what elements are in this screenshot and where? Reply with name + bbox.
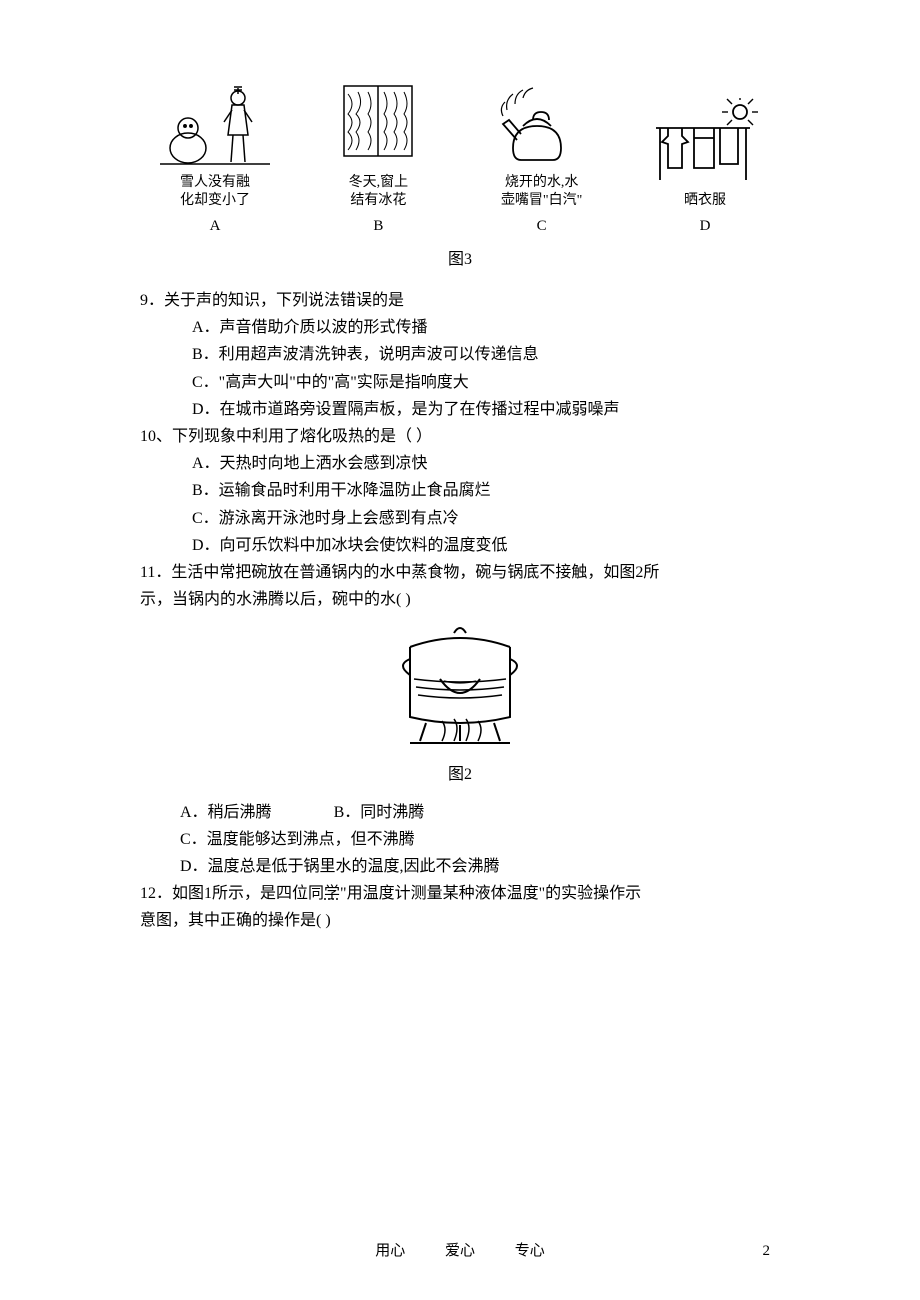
- footer-center: 用心 爱心 专心: [0, 1239, 920, 1260]
- q11-opt-b: B．同时沸腾: [334, 799, 425, 826]
- figure3-caption-a-l2: 化却变小了: [180, 193, 250, 208]
- figure3-caption-d: 晒衣服: [640, 192, 770, 210]
- q9-stem: 9．关于声的知识，下列说法错误的是: [140, 287, 780, 314]
- drying-clothes-icon: [650, 98, 760, 188]
- q12-stem-a-pre: 12．如图1所示，是四位同: [140, 885, 324, 902]
- figure3-label: 图3: [140, 246, 780, 273]
- q11-opt-a: A．稍后沸腾: [180, 799, 272, 826]
- figure3-letter-b: B: [313, 214, 443, 240]
- figure3-caption-c-l1: 烧开的水,水: [505, 175, 579, 190]
- figure3-img-d: [640, 98, 770, 188]
- q12-stem-a-dot: 学: [324, 885, 340, 902]
- figure3-img-a: [150, 80, 280, 170]
- figure3-letter-a: A: [150, 214, 280, 240]
- figure3-img-c: [477, 80, 607, 170]
- q10-opt-a: A．天热时向地上洒水会感到凉快: [192, 450, 780, 477]
- figure2-wrap: 图2: [140, 623, 780, 788]
- figure2-label: 图2: [140, 761, 780, 788]
- page-footer: 用心 爱心 专心 2: [0, 1239, 920, 1260]
- figure3-cell-b: 冬天,窗上 结有冰花 B: [313, 80, 443, 240]
- q11-opts-rest: C．温度能够达到沸点，但不沸腾 D．温度总是低于锅里水的温度,因此不会沸腾: [140, 826, 780, 880]
- q9-options: A．声音借助介质以波的形式传播 B．利用超声波清洗钟表，说明声波可以传递信息 C…: [140, 314, 780, 423]
- q12-stem-b: 意图，其中正确的操作是( ): [140, 907, 780, 934]
- figure3-row: 雪人没有融 化却变小了 A: [150, 80, 770, 240]
- page-number: 2: [763, 1243, 771, 1260]
- window-frost-icon: [328, 80, 428, 170]
- q11-opt-c: C．温度能够达到沸点，但不沸腾: [180, 826, 780, 853]
- q11-stem-b: 示，当锅内的水沸腾以后，碗中的水( ): [140, 586, 780, 613]
- figure3-caption-c-l2: 壶嘴冒"白汽": [501, 193, 582, 208]
- q11-stem-a: 11．生活中常把碗放在普通锅内的水中蒸食物，碗与锅底不接触，如图2所: [140, 559, 780, 586]
- footer-text-b: 爱心: [445, 1243, 475, 1259]
- page-content: 雪人没有融 化却变小了 A: [0, 0, 920, 964]
- figure3-caption-d-l1: 晒衣服: [684, 193, 726, 208]
- q12-stem-a: 12．如图1所示，是四位同学"用温度计测量某种液体温度"的实验操作示: [140, 880, 780, 907]
- q9-opt-d: D．在城市道路旁设置隔声板，是为了在传播过程中减弱噪声: [192, 396, 780, 423]
- figure3-caption-b: 冬天,窗上 结有冰花: [313, 174, 443, 210]
- figure3-img-b: [313, 80, 443, 170]
- figure3-caption-a-l1: 雪人没有融: [180, 175, 250, 190]
- footer-text-c: 专心: [515, 1243, 545, 1259]
- pot-bowl-icon: [380, 623, 540, 763]
- figure3-cell-a: 雪人没有融 化却变小了 A: [150, 80, 280, 240]
- figure3-cell-d: 晒衣服 D: [640, 98, 770, 240]
- figure3-letter-d: D: [640, 214, 770, 240]
- kettle-icon: [487, 80, 597, 170]
- figure3-caption-b-l1: 冬天,窗上: [349, 175, 409, 190]
- footer-text-a: 用心: [375, 1243, 405, 1259]
- figure3-caption-b-l2: 结有冰花: [350, 193, 406, 208]
- q10-opt-c: C．游泳离开泳池时身上会感到有点冷: [192, 505, 780, 532]
- q9-opt-b: B．利用超声波清洗钟表，说明声波可以传递信息: [192, 341, 780, 368]
- q11-opts-row1: A．稍后沸腾 B．同时沸腾: [140, 799, 780, 826]
- figure3-caption-a: 雪人没有融 化却变小了: [150, 174, 280, 210]
- q10-opt-b: B．运输食品时利用干冰降温防止食品腐烂: [192, 477, 780, 504]
- figure3-cell-c: 烧开的水,水 壶嘴冒"白汽" C: [477, 80, 607, 240]
- figure3-caption-c: 烧开的水,水 壶嘴冒"白汽": [477, 174, 607, 210]
- q11-opt-d: D．温度总是低于锅里水的温度,因此不会沸腾: [180, 853, 780, 880]
- figure3-letter-c: C: [477, 214, 607, 240]
- q9-opt-a: A．声音借助介质以波的形式传播: [192, 314, 780, 341]
- q10-options: A．天热时向地上洒水会感到凉快 B．运输食品时利用干冰降温防止食品腐烂 C．游泳…: [140, 450, 780, 559]
- q10-stem: 10、下列现象中利用了熔化吸热的是（ ）: [140, 423, 780, 450]
- q10-opt-d: D．向可乐饮料中加冰块会使饮料的温度变低: [192, 532, 780, 559]
- q9-opt-c: C．"高声大叫"中的"高"实际是指响度大: [192, 369, 780, 396]
- snowman-icon: [160, 80, 270, 170]
- q12-stem-a-post: "用温度计测量某种液体温度"的实验操作示: [340, 885, 641, 902]
